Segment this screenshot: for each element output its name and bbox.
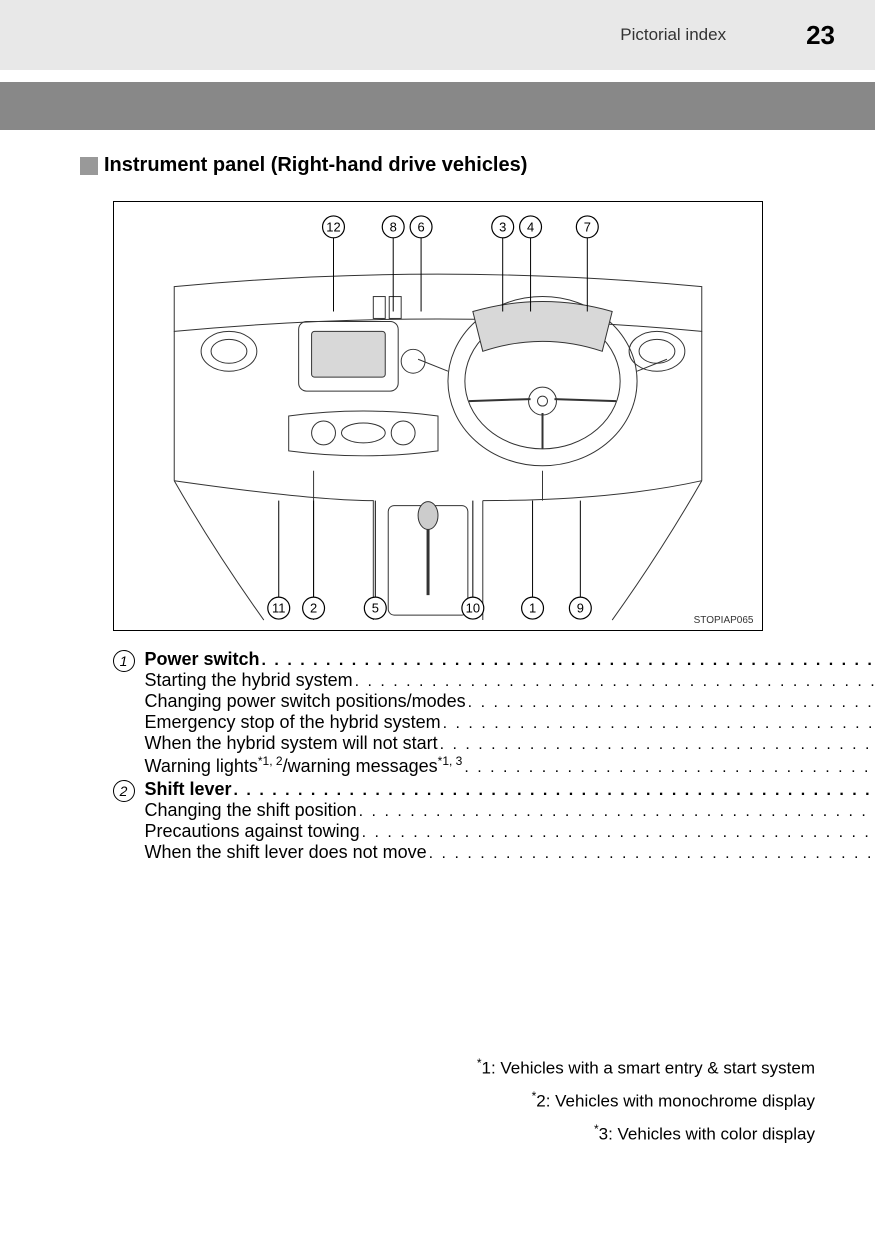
footnotes: *1: Vehicles with a smart entry & start … bbox=[477, 1052, 815, 1151]
svg-text:9: 9 bbox=[576, 601, 583, 616]
footnote: *3: Vehicles with color display bbox=[477, 1118, 815, 1151]
item-title-row: Shift lever. . . . . . . . . . . . . . .… bbox=[145, 779, 875, 800]
leader-dots: . . . . . . . . . . . . . . . . . . . . … bbox=[362, 824, 875, 842]
sub-label: Emergency stop of the hybrid system bbox=[145, 712, 441, 733]
instrument-panel-diagram: 12 8 6 3 4 7 11 2 5 10 1 9 STOPIAP065 bbox=[113, 201, 763, 631]
square-bullet-icon bbox=[80, 157, 98, 175]
item-sub-row: Starting the hybrid system. . . . . . . … bbox=[145, 670, 875, 691]
item-body: Power switch. . . . . . . . . . . . . . … bbox=[145, 649, 875, 777]
footnote: *2: Vehicles with monochrome display bbox=[477, 1085, 815, 1118]
item-sub-row: Precautions against towing. . . . . . . … bbox=[145, 821, 875, 842]
svg-text:2: 2 bbox=[309, 601, 316, 616]
sub-label: Starting the hybrid system bbox=[145, 670, 353, 691]
section-title: Instrument panel (Right-hand drive vehic… bbox=[104, 154, 527, 177]
item-marker: 1 bbox=[113, 650, 135, 672]
svg-text:11: 11 bbox=[272, 601, 285, 616]
diagram-svg: 12 8 6 3 4 7 11 2 5 10 1 9 bbox=[114, 202, 762, 630]
item-sub-row: Emergency stop of the hybrid system. . .… bbox=[145, 712, 875, 733]
leader-dots: . . . . . . . . . . . . . . . . . . . . … bbox=[468, 694, 875, 712]
sub-label: Changing power switch positions/modes bbox=[145, 691, 466, 712]
diagram-code: STOPIAP065 bbox=[694, 615, 754, 626]
leader-dots: . . . . . . . . . . . . . . . . . . . . … bbox=[429, 845, 875, 863]
leader-dots: . . . . . . . . . . . . . . . . . . . . … bbox=[440, 736, 875, 754]
svg-text:5: 5 bbox=[371, 601, 378, 616]
header-section-label: Pictorial index bbox=[620, 25, 726, 45]
item-sub-row: When the shift lever does not move. . . … bbox=[145, 842, 875, 863]
svg-text:6: 6 bbox=[417, 219, 424, 234]
svg-text:3: 3 bbox=[499, 219, 506, 234]
item-sub-row: Changing power switch positions/modes. .… bbox=[145, 691, 875, 712]
svg-text:8: 8 bbox=[389, 219, 396, 234]
sub-label: Changing the shift position bbox=[145, 800, 357, 821]
leader-dots: . . . . . . . . . . . . . . . . . . . . … bbox=[443, 715, 875, 733]
svg-text:12: 12 bbox=[326, 219, 340, 234]
leader-dots: . . . . . . . . . . . . . . . . . . . . … bbox=[234, 782, 875, 800]
item-body: Shift lever. . . . . . . . . . . . . . .… bbox=[145, 779, 875, 863]
leader-dots: . . . . . . . . . . . . . . . . . . . . … bbox=[359, 803, 875, 821]
item-sub-row: When the hybrid system will not start. .… bbox=[145, 733, 875, 754]
svg-text:1: 1 bbox=[528, 601, 535, 616]
section-heading: Instrument panel (Right-hand drive vehic… bbox=[80, 154, 795, 177]
item-marker: 2 bbox=[113, 780, 135, 802]
page-header: Pictorial index 23 bbox=[0, 0, 875, 70]
svg-text:10: 10 bbox=[465, 601, 479, 616]
svg-text:4: 4 bbox=[526, 219, 533, 234]
page-content: Instrument panel (Right-hand drive vehic… bbox=[0, 130, 875, 863]
page-number: 23 bbox=[806, 20, 835, 51]
index-item: 2Shift lever. . . . . . . . . . . . . . … bbox=[113, 779, 763, 863]
item-sub-row: Warning lights*1, 2/warning messages*1, … bbox=[145, 754, 875, 777]
sub-label: When the hybrid system will not start bbox=[145, 733, 438, 754]
item-title-row: Power switch. . . . . . . . . . . . . . … bbox=[145, 649, 875, 670]
sub-label: When the shift lever does not move bbox=[145, 842, 427, 863]
leader-dots: . . . . . . . . . . . . . . . . . . . . … bbox=[262, 652, 875, 670]
index-item: 1Power switch. . . . . . . . . . . . . .… bbox=[113, 649, 763, 777]
sub-label: Warning lights*1, 2/warning messages*1, … bbox=[145, 754, 463, 777]
item-title: Shift lever bbox=[145, 779, 232, 800]
sub-label: Precautions against towing bbox=[145, 821, 360, 842]
leader-dots: . . . . . . . . . . . . . . . . . . . . … bbox=[355, 673, 875, 691]
index-list: 1Power switch. . . . . . . . . . . . . .… bbox=[113, 649, 763, 863]
separator-bar bbox=[0, 82, 875, 130]
item-title: Power switch bbox=[145, 649, 260, 670]
svg-text:7: 7 bbox=[583, 219, 590, 234]
leader-dots: . . . . . . . . . . . . . . . . . . . . … bbox=[464, 759, 875, 777]
footnote: *1: Vehicles with a smart entry & start … bbox=[477, 1052, 815, 1085]
item-sub-row: Changing the shift position. . . . . . .… bbox=[145, 800, 875, 821]
